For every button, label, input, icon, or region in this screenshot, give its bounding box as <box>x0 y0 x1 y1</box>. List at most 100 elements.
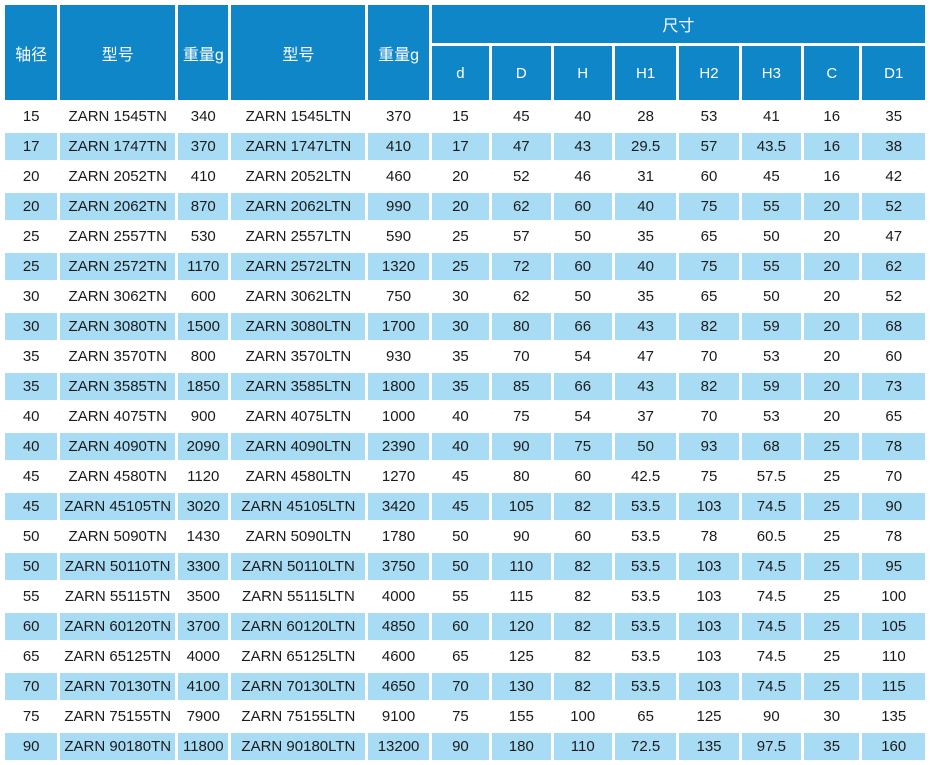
table-cell: 52 <box>862 193 925 220</box>
table-cell: 74.5 <box>741 553 802 580</box>
table-cell: 97.5 <box>741 733 802 760</box>
table-cell: 110 <box>862 643 925 670</box>
table-cell: 100 <box>862 583 925 610</box>
table-cell: 55 <box>741 193 802 220</box>
table-cell: 105 <box>862 613 925 640</box>
table-cell: 100 <box>553 703 612 730</box>
table-cell: 54 <box>553 343 612 370</box>
table-cell: 62 <box>492 283 551 310</box>
header-dims-row: d D H H1 H2 H3 C D1 <box>5 46 925 100</box>
table-cell: 59 <box>741 373 802 400</box>
table-cell: 4100 <box>178 673 229 700</box>
table-cell: 20 <box>804 283 860 310</box>
table-cell: 65 <box>614 703 677 730</box>
table-cell: 115 <box>862 673 925 700</box>
table-cell: 2390 <box>368 433 429 460</box>
table-cell: 16 <box>804 133 860 160</box>
table-cell: 3500 <box>178 583 229 610</box>
table-cell: ZARN 2052TN <box>60 163 176 190</box>
table-cell: 160 <box>862 733 925 760</box>
table-cell: 82 <box>553 673 612 700</box>
table-cell: 900 <box>178 403 229 430</box>
table-cell: 75 <box>553 433 612 460</box>
table-cell: 50 <box>614 433 677 460</box>
table-cell: 75 <box>679 463 739 490</box>
table-cell: 1700 <box>368 313 429 340</box>
table-cell: 50 <box>553 283 612 310</box>
table-cell: 50 <box>741 223 802 250</box>
table-cell: ZARN 55115TN <box>60 583 176 610</box>
table-cell: 870 <box>178 193 229 220</box>
table-cell: 68 <box>741 433 802 460</box>
table-row: 65 ZARN 65125TN 4000 ZARN 65125LTN 4600 65 125… <box>5 643 925 670</box>
table-cell: 1430 <box>178 523 229 550</box>
col-header-H: H <box>553 46 612 100</box>
table-row: 45 ZARN 45105TN 3020 ZARN 45105LTN 3420 45 105… <box>5 493 925 520</box>
table-cell: 45 <box>5 493 58 520</box>
table-cell: 74.5 <box>741 673 802 700</box>
table-cell: 72.5 <box>614 733 677 760</box>
table-cell: 53 <box>679 103 739 130</box>
table-cell: 35 <box>614 223 677 250</box>
table-cell: 3020 <box>178 493 229 520</box>
col-header-D: D <box>492 46 551 100</box>
col-header-weight-tn: 重量g <box>178 5 229 100</box>
table-cell: 65 <box>679 283 739 310</box>
table-cell: 35 <box>614 283 677 310</box>
table-cell: ZARN 4580LTN <box>231 463 366 490</box>
table-cell: 82 <box>553 643 612 670</box>
table-cell: ZARN 1747LTN <box>231 133 366 160</box>
table-cell: 53.5 <box>614 493 677 520</box>
table-cell: 135 <box>679 733 739 760</box>
table-cell: 20 <box>431 193 490 220</box>
table-cell: ZARN 4075LTN <box>231 403 366 430</box>
table-cell: 3300 <box>178 553 229 580</box>
table-cell: 103 <box>679 583 739 610</box>
table-cell: 20 <box>804 253 860 280</box>
table-cell: 40 <box>431 403 490 430</box>
table-cell: 45 <box>431 493 490 520</box>
table-cell: ZARN 55115LTN <box>231 583 366 610</box>
table-cell: 47 <box>862 223 925 250</box>
table-cell: 9100 <box>368 703 429 730</box>
table-cell: ZARN 65125LTN <box>231 643 366 670</box>
table-cell: 53 <box>741 343 802 370</box>
table-cell: 62 <box>862 253 925 280</box>
table-cell: 78 <box>862 523 925 550</box>
table-cell: 4600 <box>368 643 429 670</box>
table-cell: 370 <box>368 103 429 130</box>
table-cell: ZARN 2557LTN <box>231 223 366 250</box>
table-cell: 20 <box>804 313 860 340</box>
table-row: 15 ZARN 1545TN 340 ZARN 1545LTN 370 15 45 40 28 5… <box>5 103 925 130</box>
table-cell: 180 <box>492 733 551 760</box>
table-cell: 66 <box>553 373 612 400</box>
table-cell: ZARN 5090LTN <box>231 523 366 550</box>
table-cell: 103 <box>679 643 739 670</box>
table-cell: 60 <box>5 613 58 640</box>
table-cell: 25 <box>431 223 490 250</box>
table-cell: 53.5 <box>614 583 677 610</box>
table-cell: 35 <box>431 373 490 400</box>
table-cell: ZARN 3570LTN <box>231 343 366 370</box>
table-cell: ZARN 3062TN <box>60 283 176 310</box>
table-cell: ZARN 60120TN <box>60 613 176 640</box>
table-cell: 82 <box>679 313 739 340</box>
table-cell: 78 <box>679 523 739 550</box>
table-cell: 1320 <box>368 253 429 280</box>
col-header-D1: D1 <box>862 46 925 100</box>
table-cell: ZARN 3062LTN <box>231 283 366 310</box>
table-cell: ZARN 2572LTN <box>231 253 366 280</box>
table-row: 35 ZARN 3570TN 800 ZARN 3570LTN 930 35 70 54 47 7… <box>5 343 925 370</box>
table-body: 15 ZARN 1545TN 340 ZARN 1545LTN 370 15 45 40 28 5… <box>5 103 925 760</box>
table-cell: 73 <box>862 373 925 400</box>
table-cell: 25 <box>804 643 860 670</box>
table-cell: 29.5 <box>614 133 677 160</box>
table-cell: 40 <box>553 103 612 130</box>
table-cell: 60 <box>553 253 612 280</box>
table-cell: 57 <box>679 133 739 160</box>
table-cell: ZARN 2572TN <box>60 253 176 280</box>
table-cell: 103 <box>679 493 739 520</box>
table-cell: 105 <box>492 493 551 520</box>
table-cell: ZARN 1545TN <box>60 103 176 130</box>
